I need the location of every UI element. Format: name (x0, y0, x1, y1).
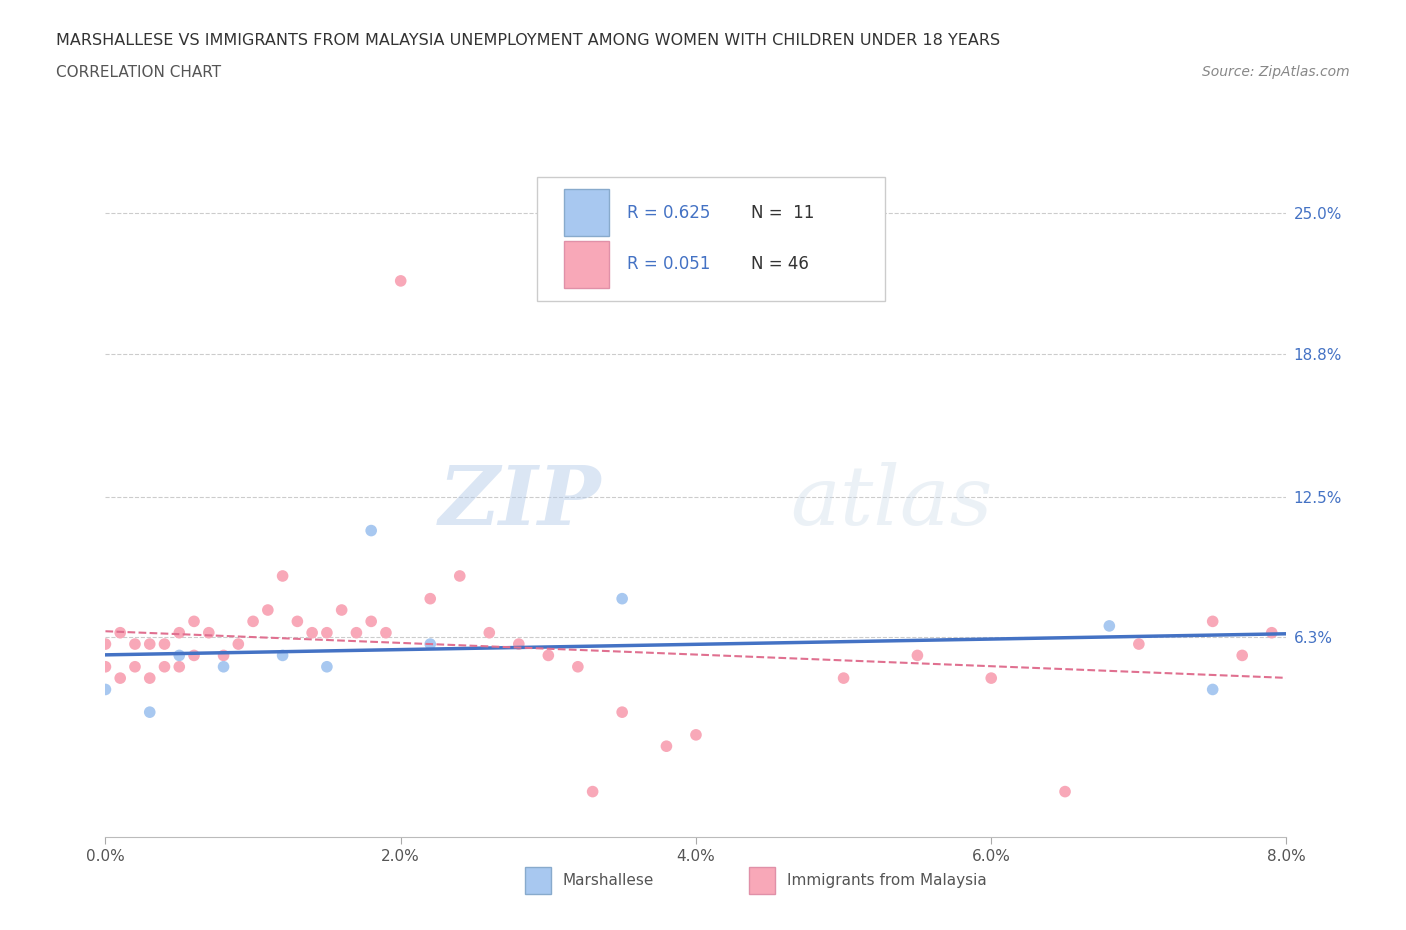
Text: N = 46: N = 46 (751, 256, 810, 273)
Point (832, 671, 855, 685)
Point (94, 659, 117, 674)
Point (271, 568, 294, 583)
Point (242, 614, 264, 629)
Point (389, 273, 412, 288)
Point (1201, 682, 1223, 697)
Point (138, 671, 162, 685)
Point (212, 648, 235, 663)
Point (478, 625, 501, 640)
Point (169, 625, 191, 640)
Text: atlas: atlas (790, 462, 993, 542)
Point (419, 637, 441, 652)
Point (183, 614, 205, 629)
Point (315, 659, 337, 674)
Point (169, 648, 191, 663)
Text: MARSHALLESE VS IMMIGRANTS FROM MALAYSIA UNEMPLOYMENT AMONG WOMEN WITH CHILDREN U: MARSHALLESE VS IMMIGRANTS FROM MALAYSIA … (56, 33, 1000, 47)
Point (419, 591, 441, 606)
Point (256, 603, 278, 618)
FancyBboxPatch shape (564, 190, 609, 236)
Point (138, 637, 162, 652)
Point (374, 625, 396, 640)
Point (610, 705, 633, 720)
FancyBboxPatch shape (537, 178, 884, 301)
FancyBboxPatch shape (524, 867, 551, 894)
Text: Immigrants from Malaysia: Immigrants from Malaysia (787, 873, 987, 888)
Point (183, 648, 205, 663)
Point (94, 682, 117, 697)
Point (330, 603, 353, 618)
Point (508, 637, 530, 652)
Point (153, 659, 176, 674)
Point (287, 614, 309, 629)
Point (110, 671, 132, 685)
Point (610, 591, 633, 606)
Point (153, 637, 176, 652)
Point (1260, 625, 1282, 640)
Point (980, 671, 1002, 685)
Text: Source: ZipAtlas.com: Source: ZipAtlas.com (1202, 65, 1350, 79)
Point (655, 738, 678, 753)
Text: R = 0.625: R = 0.625 (627, 204, 711, 222)
Text: CORRELATION CHART: CORRELATION CHART (56, 65, 221, 80)
Point (360, 614, 382, 629)
Point (271, 648, 294, 663)
Point (1098, 618, 1121, 633)
Point (124, 659, 146, 674)
Point (1128, 637, 1150, 652)
Point (226, 637, 250, 652)
Point (1201, 614, 1223, 629)
Point (124, 637, 146, 652)
Point (110, 625, 132, 640)
Point (537, 648, 560, 663)
Point (301, 625, 323, 640)
Point (344, 625, 367, 640)
Point (212, 659, 235, 674)
FancyBboxPatch shape (749, 867, 775, 894)
Point (94, 637, 117, 652)
Text: N =  11: N = 11 (751, 204, 815, 222)
Point (360, 524, 382, 538)
Text: ZIP: ZIP (439, 462, 602, 542)
FancyBboxPatch shape (564, 241, 609, 288)
Point (581, 784, 603, 799)
Text: Marshallese: Marshallese (562, 873, 654, 888)
Point (1230, 648, 1253, 663)
Point (315, 625, 337, 640)
Point (1054, 784, 1077, 799)
Point (567, 659, 589, 674)
Point (138, 705, 162, 720)
Point (169, 659, 191, 674)
Text: R = 0.051: R = 0.051 (627, 256, 711, 273)
Point (449, 568, 471, 583)
Point (197, 625, 219, 640)
Point (685, 727, 707, 742)
Point (905, 648, 928, 663)
